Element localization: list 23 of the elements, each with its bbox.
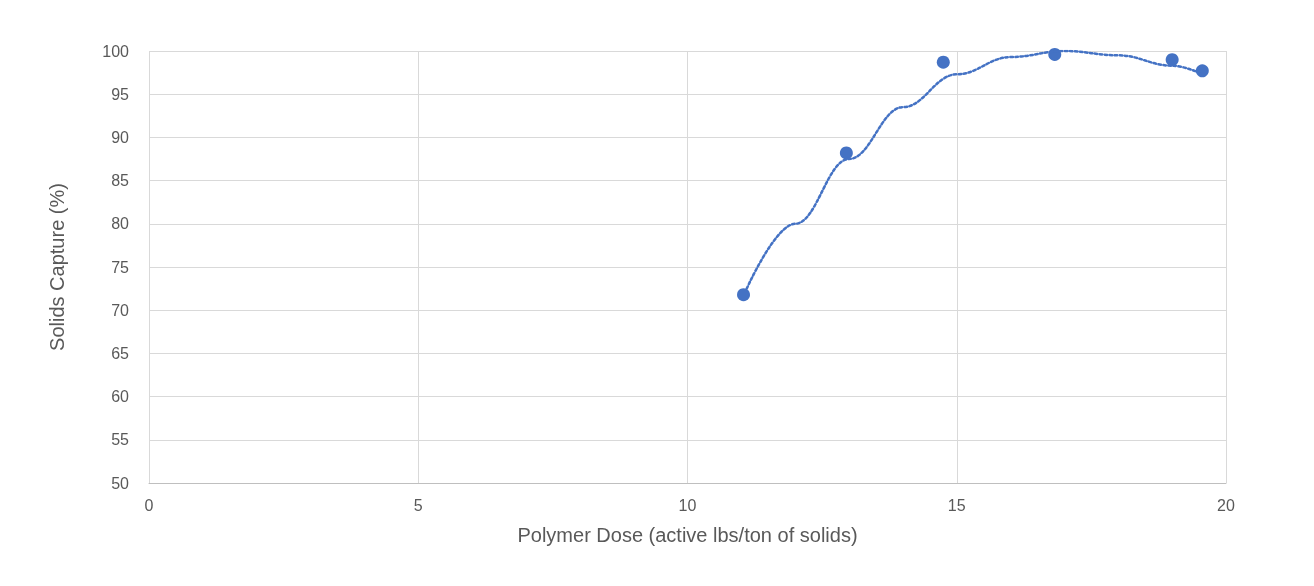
y-tick-label: 50 [111,474,130,492]
y-tick-label: 100 [102,42,130,60]
y-tick-label: 75 [111,258,130,276]
y-tick-label: 65 [111,344,130,362]
y-tick-label: 85 [111,172,130,190]
y-tick-label: 60 [111,388,130,406]
y-axis-title: Solids Capture (%) [46,183,68,351]
point [839,146,853,160]
x-tick-label: 10 [678,496,697,514]
x-axis-title: Polymer Dose (active lbs/ton of solids) [517,524,858,546]
point [737,288,750,302]
point [1195,64,1209,78]
y-tick-label: 70 [111,301,130,319]
y-tick-label: 80 [111,215,130,233]
x-tick-label: 20 [1217,496,1235,514]
point [1165,53,1179,67]
y-tick-label: 90 [111,128,130,146]
x-tick-label: 0 [144,496,154,514]
x-tick-label: 5 [413,496,423,514]
x-tick-label: 15 [947,496,966,514]
point [936,55,950,69]
y-tick-label: 55 [111,431,130,449]
y-tick-label: 95 [111,85,130,103]
